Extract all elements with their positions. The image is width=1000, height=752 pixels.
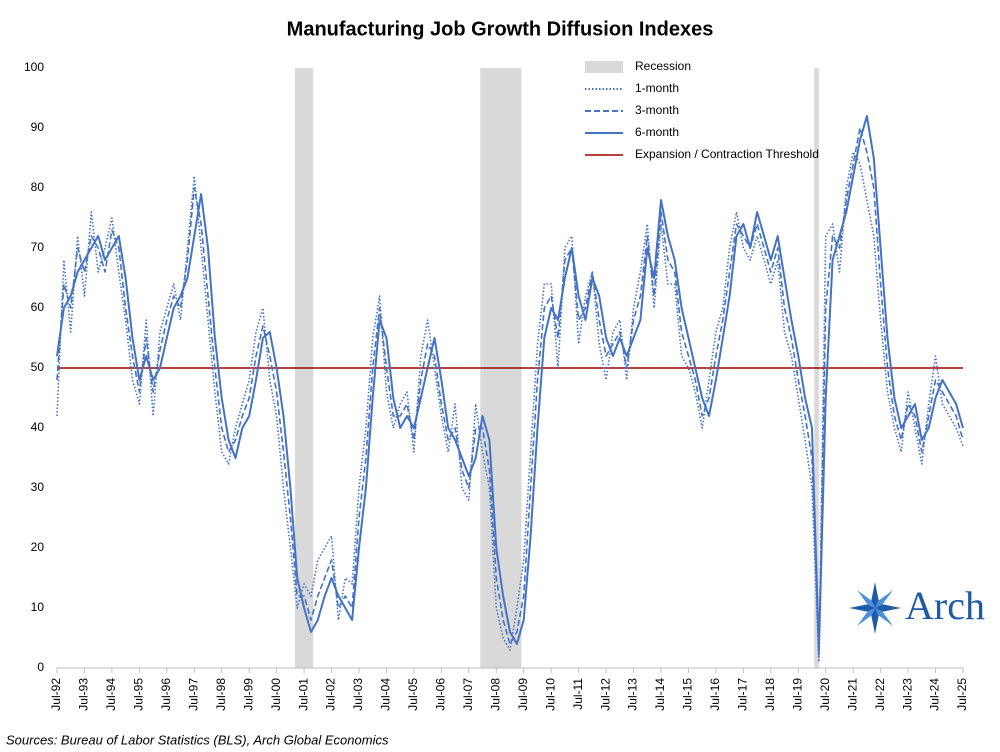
x-tick-label: Jul-94 <box>104 678 118 711</box>
x-tick-label: Jul-06 <box>434 678 448 711</box>
y-tick-label: 100 <box>24 60 44 74</box>
x-tick-label: Jul-95 <box>132 678 146 711</box>
x-tick-label: Jul-11 <box>571 678 585 710</box>
y-tick-label: 70 <box>31 240 45 254</box>
y-tick-label: 30 <box>31 480 45 494</box>
x-tick-label: Jul-04 <box>379 678 393 711</box>
legend-label: Expansion / Contraction Threshold <box>635 147 819 161</box>
y-tick-label: 80 <box>31 180 45 194</box>
logo: Arch <box>849 582 985 634</box>
x-tick-label: Jul-00 <box>269 678 283 711</box>
x-tick-label: Jul-01 <box>296 678 310 711</box>
x-tick-label: Jul-16 <box>708 678 722 711</box>
legend-label: 6-month <box>635 125 679 139</box>
series-line <box>56 115 964 651</box>
x-tick-label: Jul-96 <box>159 678 173 711</box>
x-tick-label: Jul-10 <box>543 678 557 711</box>
x-tick-label: Jul-13 <box>626 678 640 711</box>
x-tick-label: Jul-09 <box>516 678 530 711</box>
x-tick-label: Jul-99 <box>241 678 255 711</box>
x-tick-label: Jul-21 <box>845 678 859 711</box>
legend-label: Recession <box>635 59 691 73</box>
series-line <box>56 151 964 663</box>
logo-star <box>849 582 901 634</box>
x-tick-label: Jul-12 <box>598 678 612 711</box>
x-tick-label: Jul-92 <box>49 678 63 711</box>
legend-label: 1-month <box>635 81 679 95</box>
x-tick-label: Jul-93 <box>77 678 91 711</box>
x-tick-label: Jul-03 <box>351 678 365 711</box>
y-tick-label: 20 <box>31 540 45 554</box>
y-tick-label: 10 <box>31 600 45 614</box>
x-tick-label: Jul-19 <box>790 678 804 711</box>
y-tick-label: 50 <box>31 360 45 374</box>
x-tick-label: Jul-25 <box>955 678 969 711</box>
y-tick-label: 90 <box>31 120 45 134</box>
x-tick-label: Jul-08 <box>488 678 502 711</box>
x-tick-label: Jul-15 <box>681 678 695 711</box>
x-tick-label: Jul-02 <box>324 678 338 711</box>
x-tick-label: Jul-07 <box>461 678 475 711</box>
chart-title: Manufacturing Job Growth Diffusion Index… <box>287 18 714 40</box>
x-tick-label: Jul-23 <box>900 678 914 711</box>
x-tick-label: Jul-17 <box>736 678 750 711</box>
logo-text: Arch <box>905 583 985 628</box>
x-tick-label: Jul-24 <box>928 678 942 711</box>
y-tick-label: 40 <box>31 420 45 434</box>
x-tick-label: Jul-18 <box>763 678 777 711</box>
x-tick-label: Jul-05 <box>406 678 420 711</box>
y-tick-label: 0 <box>37 660 44 674</box>
x-tick-label: Jul-98 <box>214 678 228 711</box>
x-tick-label: Jul-22 <box>873 678 887 711</box>
x-tick-label: Jul-20 <box>818 678 832 711</box>
legend-label: 3-month <box>635 103 679 117</box>
y-tick-label: 60 <box>31 300 45 314</box>
x-tick-label: Jul-97 <box>186 678 200 711</box>
legend-swatch <box>585 61 623 73</box>
source-note: Sources: Bureau of Labor Statistics (BLS… <box>6 732 389 747</box>
x-tick-label: Jul-14 <box>653 678 667 711</box>
series-line <box>56 127 964 657</box>
